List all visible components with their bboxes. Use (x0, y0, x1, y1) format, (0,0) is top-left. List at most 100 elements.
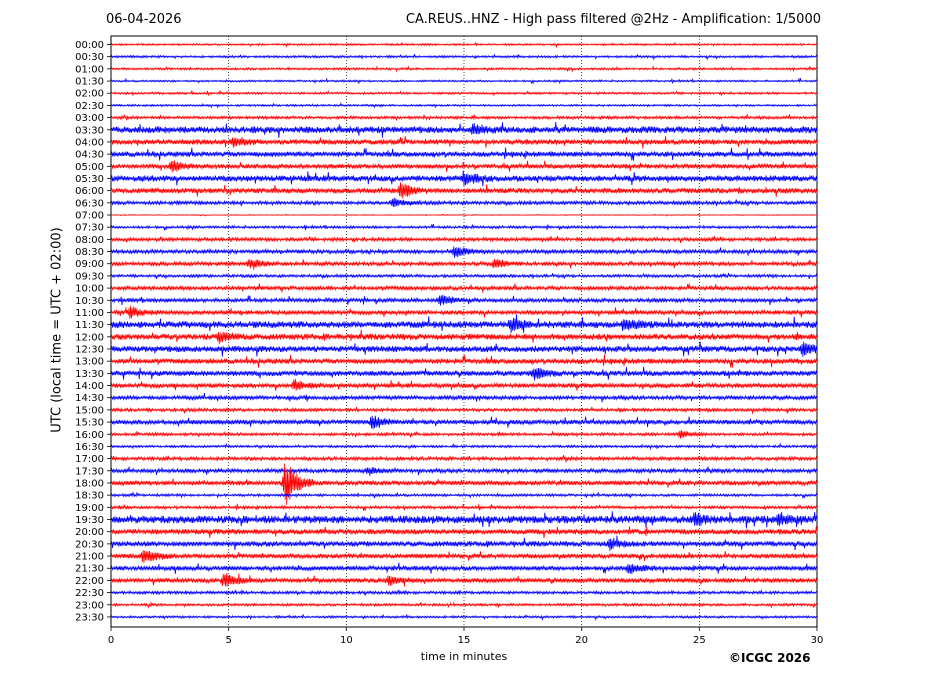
trace-row-0630 (110, 197, 818, 208)
x-tick-label-15: 15 (458, 635, 471, 646)
trace-row-1030 (110, 294, 818, 306)
trace-row-0300 (110, 114, 818, 121)
row-label-0030: 00:30 (75, 52, 104, 63)
row-label-0830: 08:30 (75, 247, 104, 258)
row-label-0500: 05:00 (75, 162, 104, 173)
row-label-0330: 03:30 (75, 125, 104, 136)
trace-row-2300 (110, 601, 818, 609)
trace-row-0600 (110, 182, 818, 199)
trace-row-1930 (110, 511, 818, 529)
trace-row-1600 (110, 429, 818, 439)
trace-row-1530 (110, 415, 818, 429)
row-label-1600: 16:00 (75, 430, 104, 441)
trace-row-0430 (110, 147, 818, 161)
row-label-1700: 17:00 (75, 454, 104, 465)
trace-row-1130 (110, 314, 818, 333)
trace-row-1800 (110, 463, 818, 505)
row-label-2200: 22:00 (75, 576, 104, 587)
row-label-0730: 07:30 (75, 223, 104, 234)
row-label-1200: 12:00 (75, 332, 104, 343)
trace-row-1000 (110, 283, 818, 293)
trace-row-0730 (110, 224, 818, 232)
trace-row-1100 (110, 305, 818, 319)
row-label-2300: 23:00 (75, 600, 104, 611)
seismic-traces (110, 41, 818, 621)
plot-title: CA.REUS..HNZ - High pass filtered @2Hz -… (405, 12, 821, 27)
trace-row-0400 (110, 136, 818, 149)
row-label-1630: 16:30 (75, 442, 104, 453)
row-label-1100: 11:00 (75, 308, 104, 319)
x-tick-label-5: 5 (225, 635, 231, 646)
row-label-0100: 01:00 (75, 64, 104, 75)
trace-row-0530 (110, 170, 818, 187)
row-label-0430: 04:30 (75, 150, 104, 161)
trace-row-1730 (110, 466, 818, 476)
trace-row-1500 (110, 406, 818, 414)
trace-row-2230 (110, 589, 818, 596)
trace-row-2200 (110, 573, 818, 587)
row-label-2130: 21:30 (75, 564, 104, 575)
trace-row-0500 (110, 160, 818, 173)
vertical-gridlines (228, 36, 700, 627)
row-label-1530: 15:30 (75, 418, 104, 429)
trace-row-1330 (110, 366, 818, 381)
x-tick-label-30: 30 (811, 635, 824, 646)
row-label-1330: 13:30 (75, 369, 104, 380)
trace-row-1900 (110, 503, 818, 511)
row-label-0130: 01:30 (75, 77, 104, 88)
row-label-2100: 21:00 (75, 552, 104, 563)
trace-row-0930 (110, 272, 818, 280)
row-label-0530: 05:30 (75, 174, 104, 185)
x-tick-label-10: 10 (340, 635, 353, 646)
trace-row-0200 (110, 89, 818, 97)
trace-row-0230 (110, 102, 818, 109)
row-label-2000: 20:00 (75, 527, 104, 538)
trace-row-2100 (110, 550, 818, 563)
x-axis-label: time in minutes (420, 650, 508, 663)
row-label-0700: 07:00 (75, 211, 104, 222)
x-tick-label-0: 0 (108, 635, 114, 646)
row-label-1300: 13:00 (75, 357, 104, 368)
row-label-1000: 10:00 (75, 284, 104, 295)
row-label-1130: 11:30 (75, 320, 104, 331)
trace-row-1230 (110, 341, 818, 357)
row-label-0230: 02:30 (75, 101, 104, 112)
trace-row-1700 (110, 455, 818, 463)
trace-row-1300 (110, 354, 818, 368)
row-label-0630: 06:30 (75, 198, 104, 209)
trace-row-1830 (110, 491, 818, 500)
row-label-2030: 20:30 (75, 539, 104, 550)
trace-row-0330 (110, 121, 818, 138)
trace-row-0130 (110, 77, 818, 85)
plot-frame (110, 35, 818, 628)
row-label-0200: 02:00 (75, 89, 104, 100)
trace-row-1400 (110, 378, 818, 391)
copyright-notice: ©ICGC 2026 (729, 651, 811, 665)
trace-row-2000 (110, 526, 818, 539)
trace-row-2030 (110, 535, 818, 551)
row-label-0300: 03:00 (75, 113, 104, 124)
row-label-1230: 12:30 (75, 345, 104, 356)
x-tick-label-25: 25 (693, 635, 706, 646)
row-label-0400: 04:00 (75, 137, 104, 148)
row-label-2230: 22:30 (75, 588, 104, 599)
plot-date: 06-04-2026 (106, 12, 182, 27)
row-label-0000: 00:00 (75, 40, 104, 51)
trace-row-0800 (110, 235, 818, 244)
row-label-1830: 18:30 (75, 491, 104, 502)
row-label-1730: 17:30 (75, 466, 104, 477)
row-label-1430: 14:30 (75, 393, 104, 404)
row-label-0600: 06:00 (75, 186, 104, 197)
trace-row-1200 (110, 329, 818, 345)
trace-row-0900 (110, 258, 818, 270)
row-label-1500: 15:00 (75, 405, 104, 416)
row-label-2330: 23:30 (75, 612, 104, 623)
trace-row-1430 (110, 392, 818, 403)
row-label-1930: 19:30 (75, 515, 104, 526)
trace-row-0030 (110, 53, 818, 61)
row-label-1030: 10:30 (75, 296, 104, 307)
row-label-0800: 08:00 (75, 235, 104, 246)
trace-row-0700 (110, 213, 818, 217)
